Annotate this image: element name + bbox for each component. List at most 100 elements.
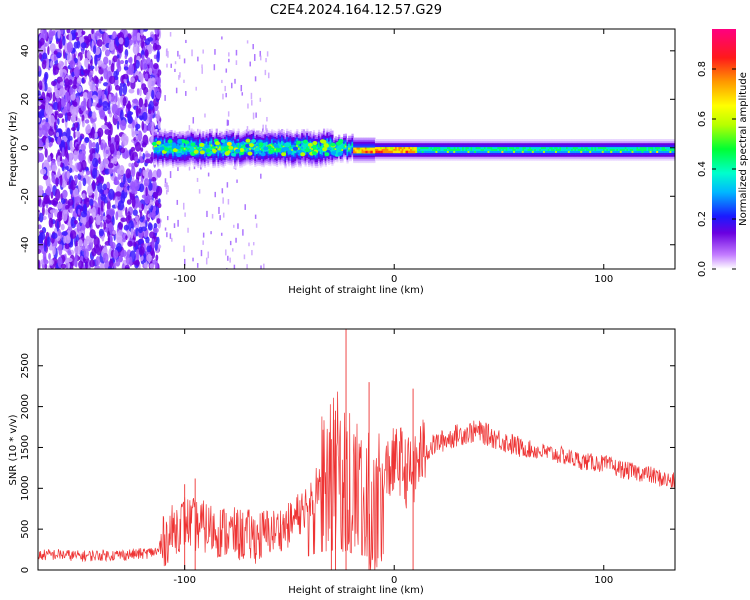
heatmap-cell — [226, 182, 229, 188]
heatmap-cell — [142, 111, 148, 122]
heatmap-cell — [80, 143, 86, 152]
heatmap-cell — [162, 157, 165, 160]
heatmap-cell — [100, 193, 107, 201]
heatmap-cell — [91, 180, 96, 191]
heatmap-cell — [266, 51, 269, 57]
heatmap-cell — [151, 180, 157, 192]
heatmap-cell — [227, 198, 230, 205]
heatmap-cell — [155, 160, 158, 163]
heatmap-cell — [133, 29, 138, 37]
heatmap-cell — [130, 227, 134, 239]
heatmap-cell — [162, 132, 165, 135]
heatmap-cell — [81, 30, 86, 35]
heatmap-cell — [229, 240, 232, 246]
heatmap-cell — [133, 130, 139, 135]
heatmap-cell — [224, 163, 227, 166]
heatmap-cell — [64, 91, 70, 103]
heatmap-cell — [250, 92, 253, 100]
heatmap-cell — [188, 163, 192, 166]
heatmap-cell — [170, 129, 173, 133]
heatmap-cell — [82, 92, 88, 98]
heatmap-cell — [165, 182, 168, 190]
heatmap-cell — [316, 165, 319, 169]
heatmap-cell — [135, 123, 141, 130]
heatmap-cell — [101, 45, 105, 52]
heatmap-cell — [128, 162, 132, 168]
heatmap-cell — [202, 232, 205, 238]
heatmap-cell — [95, 141, 100, 154]
heatmap-cell — [120, 217, 127, 223]
heatmap-cell — [135, 105, 139, 117]
heatmap-cell — [109, 208, 116, 217]
heatmap-cell — [344, 135, 347, 138]
heatmap-cell — [157, 165, 160, 168]
heatmap-cell — [108, 167, 113, 175]
heatmap-cell — [105, 214, 112, 224]
heatmap-cell — [116, 168, 121, 175]
heatmap-cell — [234, 166, 237, 169]
heatmap-cell — [98, 93, 102, 99]
heatmap-cell — [47, 155, 52, 163]
heatmap-cell — [108, 222, 112, 231]
heatmap-cell — [39, 41, 43, 47]
heatmap-cell — [158, 154, 161, 158]
heatmap-cell — [112, 55, 118, 63]
heatmap-cell — [58, 60, 64, 70]
heatmap-cell — [53, 54, 57, 62]
heatmap-cell — [153, 129, 156, 132]
heatmap-cell — [105, 149, 109, 155]
heatmap-cell — [214, 191, 216, 198]
heatmap-cell — [113, 156, 118, 165]
heatmap-cell — [253, 54, 256, 61]
heatmap-cell — [284, 166, 287, 169]
heatmap-cell — [132, 43, 139, 55]
heatmap-cell — [160, 139, 163, 142]
heatmap-cell — [105, 37, 112, 44]
heatmap-cell — [77, 239, 83, 247]
heatmap-cell — [241, 92, 244, 96]
heatmap-cell — [164, 95, 166, 101]
heatmap-cell — [196, 263, 199, 268]
heatmap-cell — [254, 76, 257, 82]
heatmap-cell — [57, 118, 60, 125]
heatmap-cell — [162, 161, 165, 164]
heatmap-cell — [65, 204, 69, 210]
heatmap-cell — [231, 82, 233, 89]
heatmap-cell — [149, 77, 152, 89]
heatmap-cell — [234, 78, 236, 84]
heatmap-cell — [215, 130, 218, 133]
heatmap-cell — [254, 214, 257, 219]
heatmap-cell — [227, 111, 230, 117]
heatmap-cell — [77, 56, 81, 67]
heatmap-cell — [152, 227, 159, 234]
heatmap-cell — [127, 100, 131, 112]
heatmap-cell — [127, 210, 131, 221]
heatmap-cell — [46, 236, 51, 247]
heatmap-cell — [129, 149, 134, 162]
heatmap-cell — [107, 231, 111, 238]
heatmap-cell — [48, 252, 51, 260]
heatmap-cell — [38, 127, 44, 138]
heatmap-cell — [97, 131, 101, 137]
heatmap-cell — [143, 253, 147, 263]
heatmap-cell — [114, 84, 121, 91]
heatmap-cell — [84, 49, 88, 60]
heatmap-cell — [75, 36, 80, 41]
heatmap-cell — [80, 42, 87, 49]
heatmap-cell — [51, 232, 58, 239]
heatmap-cell — [47, 45, 50, 56]
heatmap-cell — [68, 32, 73, 43]
heatmap-cell — [153, 160, 156, 163]
heatmap-cell — [52, 66, 59, 75]
heatmap-cell — [138, 72, 144, 82]
heatmap-cell — [91, 206, 97, 219]
heatmap-cell — [182, 202, 185, 210]
heatmap-cell — [94, 32, 98, 41]
heatmap-cell — [222, 212, 225, 218]
heatmap-cell — [60, 174, 63, 187]
heatmap-cell — [263, 263, 265, 269]
heatmap-cell — [84, 119, 90, 124]
heatmap-cell — [38, 105, 42, 110]
heatmap-cell — [252, 242, 255, 246]
heatmap-cell — [260, 173, 262, 179]
